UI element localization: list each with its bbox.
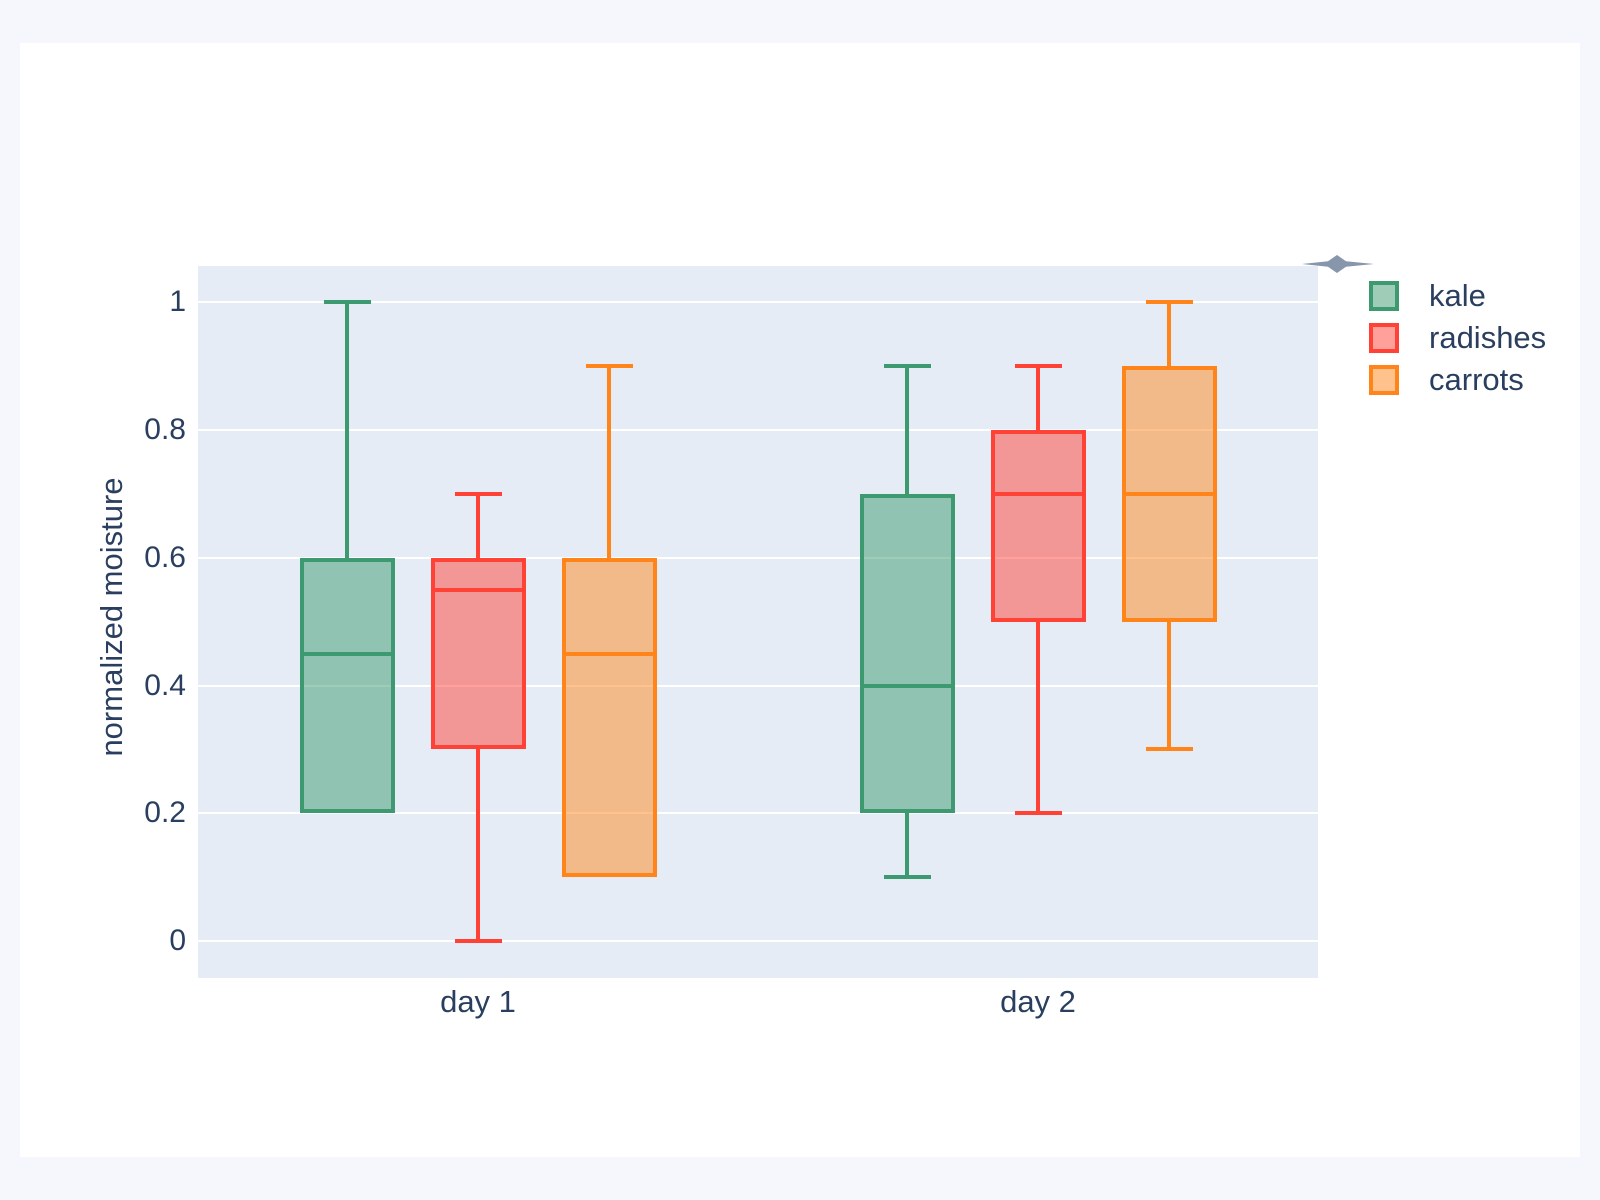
gridline	[198, 939, 1318, 942]
y-tick-label: 0.2	[144, 796, 186, 830]
box-radishes-day1	[430, 557, 526, 750]
lower-whisker	[476, 749, 480, 941]
y-tick-label: 0	[169, 923, 186, 957]
lower-whisker-cap	[1145, 747, 1193, 752]
box-kale-day1	[299, 557, 395, 814]
legend-item-kale[interactable]: kale	[1369, 278, 1546, 313]
upper-whisker-cap	[454, 491, 502, 496]
x-tick-label: day 1	[440, 984, 516, 1019]
gridline	[198, 812, 1318, 815]
lower-whisker	[905, 813, 909, 878]
legend: kale radishes carrots	[1369, 278, 1547, 397]
upper-whisker	[1036, 366, 1040, 431]
upper-whisker-cap	[585, 364, 633, 369]
legend-swatch-carrots-icon	[1369, 365, 1399, 395]
legend-label-kale: kale	[1429, 278, 1486, 313]
median-line	[859, 683, 955, 688]
upper-whisker-cap	[323, 300, 371, 305]
legend-label-carrots: carrots	[1429, 362, 1524, 397]
legend-item-radishes[interactable]: radishes	[1369, 320, 1547, 355]
upper-whisker-cap	[883, 364, 931, 369]
upper-whisker	[345, 302, 349, 558]
plotly-logo-icon[interactable]	[1302, 255, 1374, 273]
lower-whisker-cap	[1014, 811, 1062, 816]
box-kale-day2	[859, 493, 955, 814]
y-tick-label: 0.4	[144, 668, 186, 702]
upper-whisker-cap	[1014, 364, 1062, 369]
legend-swatch-radishes-icon	[1369, 323, 1399, 353]
upper-whisker	[607, 366, 611, 558]
gridline	[198, 301, 1318, 304]
lower-whisker-cap	[454, 938, 502, 943]
gridline	[198, 429, 1318, 432]
box-radishes-day2	[990, 430, 1086, 622]
lower-whisker	[1167, 621, 1171, 750]
y-axis-title: normalized moisture	[94, 477, 129, 757]
y-tick-label: 0.6	[144, 540, 186, 574]
legend-label-radishes: radishes	[1429, 320, 1547, 355]
y-tick-label: 1	[169, 285, 186, 319]
median-line	[990, 491, 1086, 496]
gridline	[198, 684, 1318, 687]
upper-whisker	[476, 493, 480, 558]
median-line	[1121, 491, 1217, 496]
upper-whisker-cap	[1145, 300, 1193, 305]
median-line	[430, 587, 526, 592]
legend-item-carrots[interactable]: carrots	[1369, 362, 1546, 397]
upper-whisker	[1167, 302, 1171, 367]
median-line	[561, 651, 657, 656]
legend-swatch-kale-icon	[1369, 281, 1399, 311]
x-tick-label: day 2	[1000, 984, 1076, 1019]
median-line	[299, 651, 395, 656]
y-tick-label: 0.8	[144, 413, 186, 447]
box-carrots-day1	[561, 557, 657, 878]
gridline	[198, 556, 1318, 559]
upper-whisker	[905, 366, 909, 494]
lower-whisker-cap	[883, 875, 931, 880]
lower-whisker	[1036, 621, 1040, 814]
